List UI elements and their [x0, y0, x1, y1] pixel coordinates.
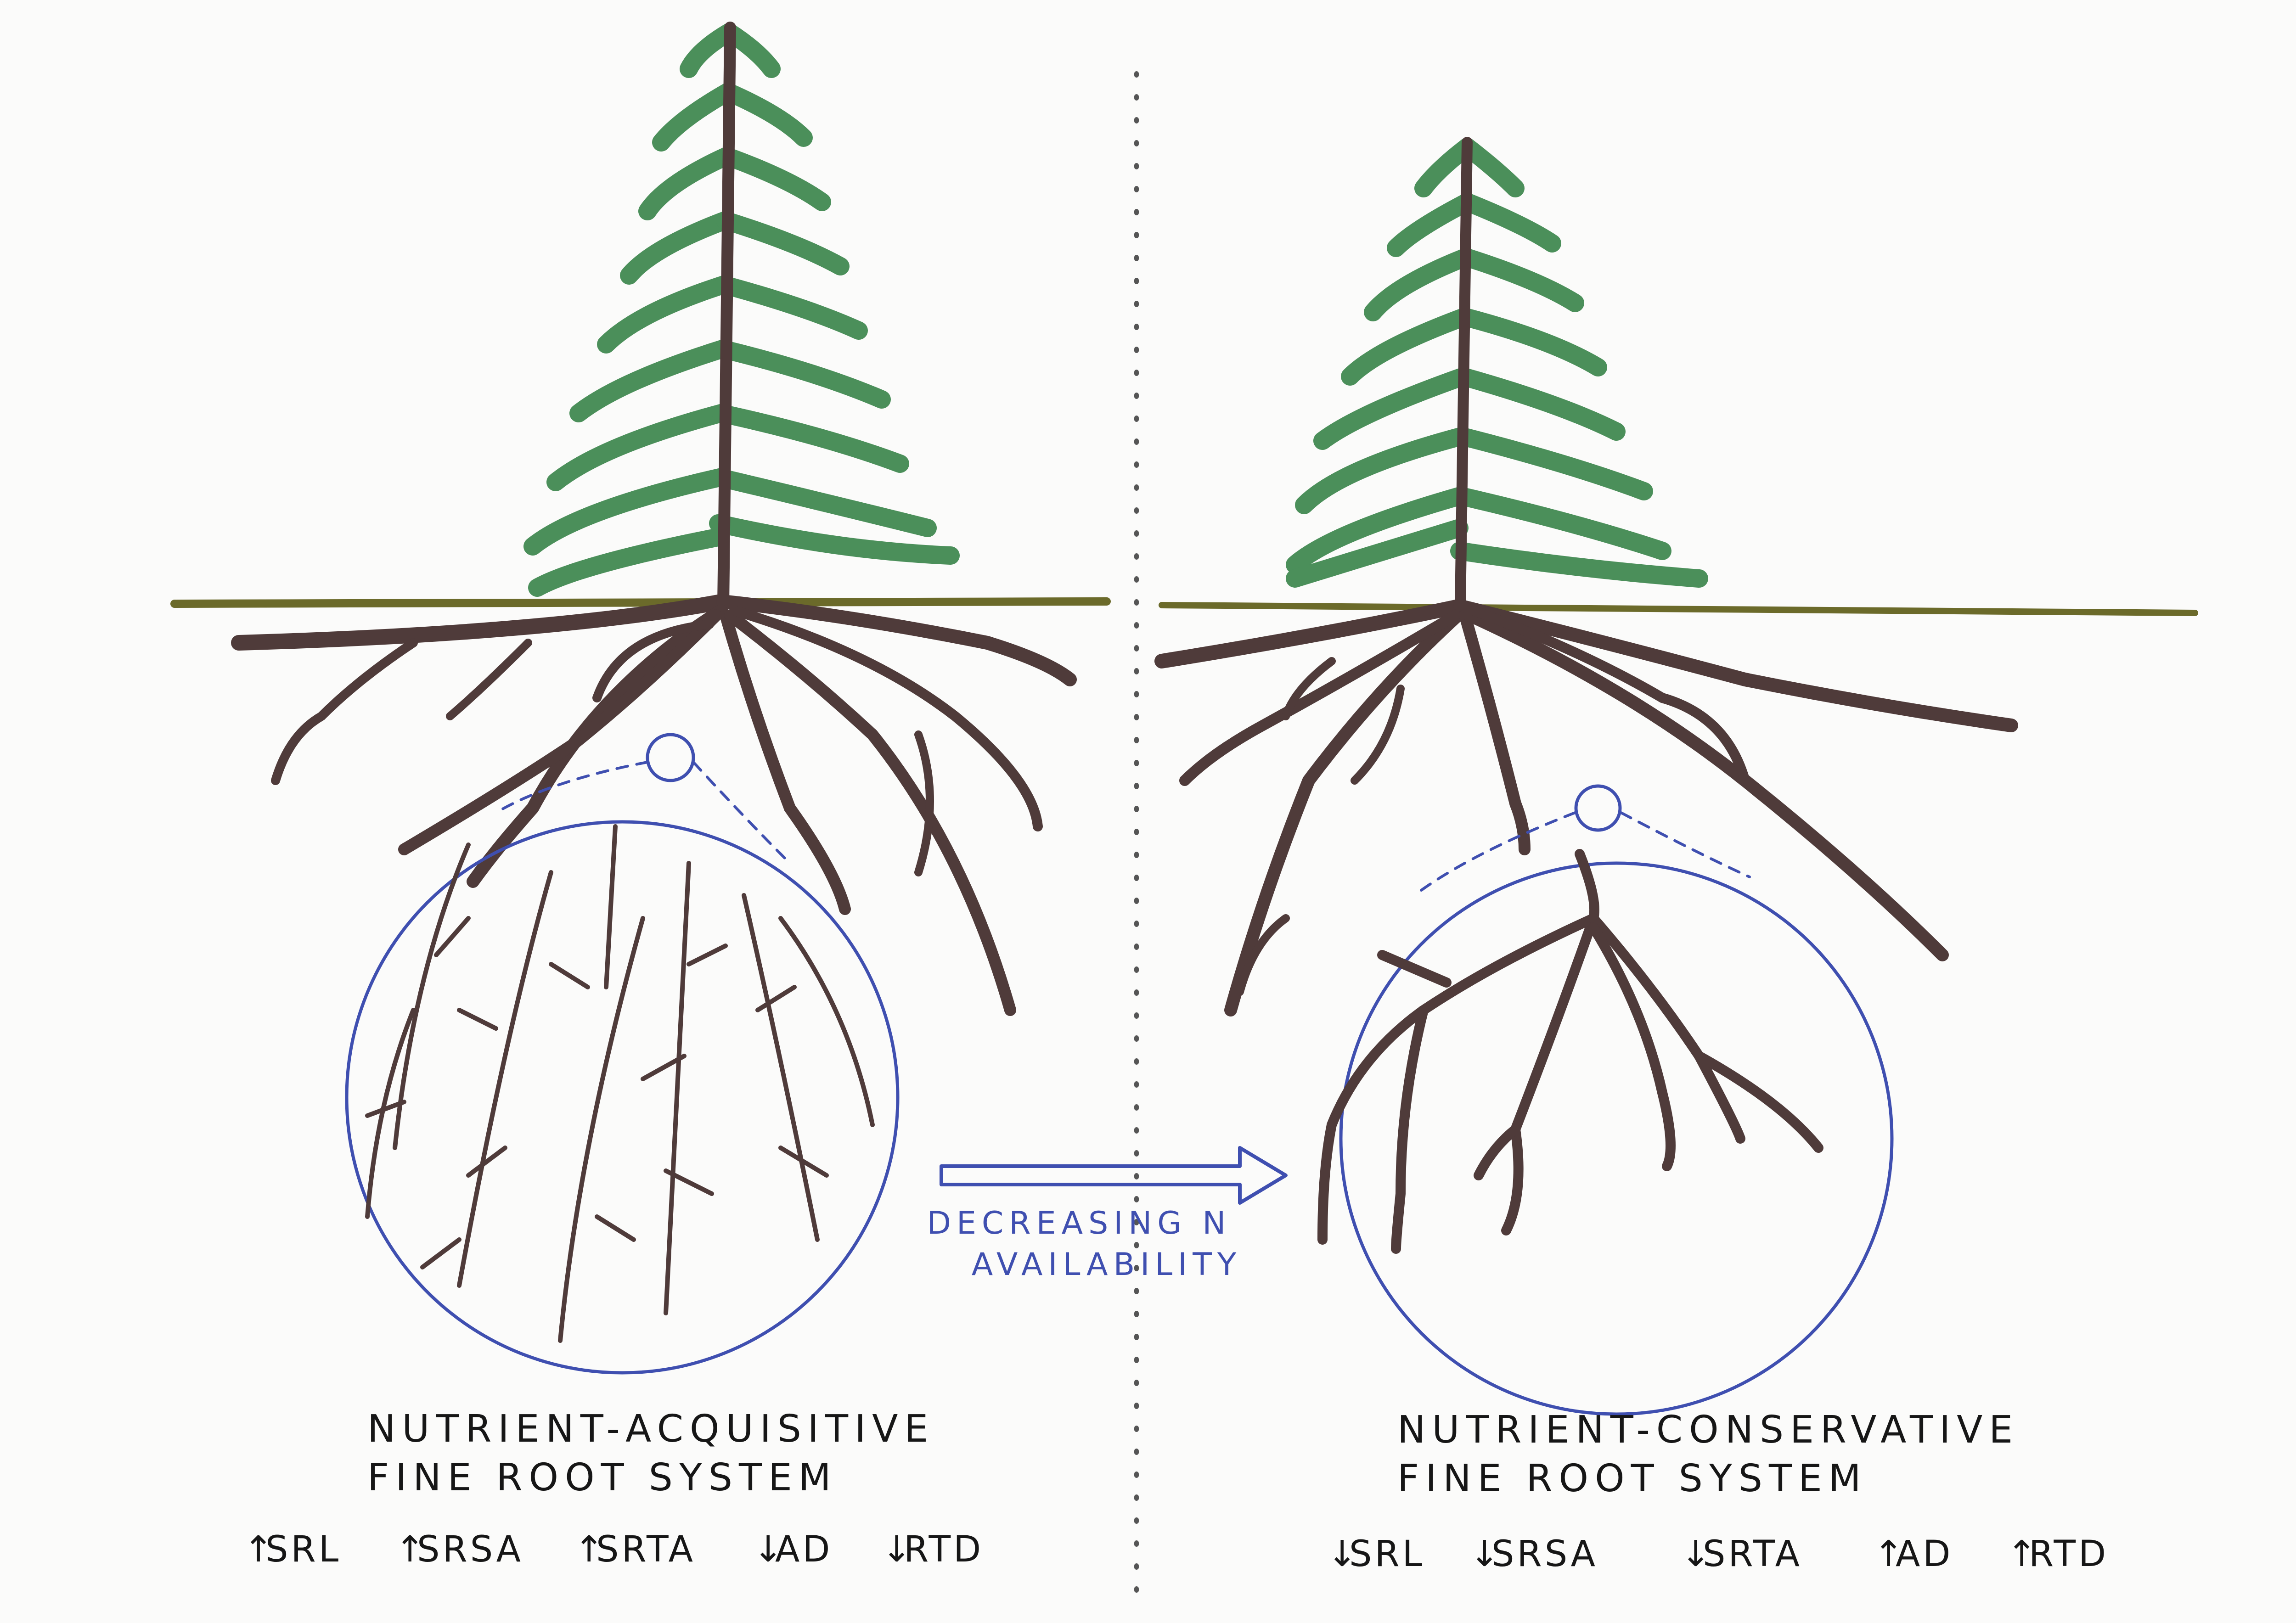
- right-metric-srl: ↓SRL: [1327, 1533, 1425, 1575]
- left-tree: [231, 22, 1077, 1375]
- gradient-arrow-label-line1: DECREASING N: [927, 1205, 1232, 1241]
- left-metric-srl: ↑SRL: [243, 1529, 341, 1570]
- right-metric-srl-label: SRL: [1349, 1533, 1425, 1575]
- right-metric-srsa-label: SRSA: [1491, 1533, 1598, 1575]
- left-metric-rtd: ↓RTD: [882, 1529, 984, 1570]
- right-panel-title-line2: FINE ROOT SYSTEM: [1397, 1457, 1868, 1500]
- right-metric-rtd-label: RTD: [2029, 1533, 2109, 1575]
- left-metric-rtd-label: RTD: [904, 1529, 984, 1570]
- right-panel-title: NUTRIENT-CONSERVATIVE FINE ROOT SYSTEM: [1397, 1406, 2019, 1503]
- left-metric-srta-label: SRTA: [596, 1529, 696, 1570]
- right-tree: [1154, 137, 2018, 1416]
- right-fine-roots: [1317, 849, 1823, 1254]
- left-metric-rtd-arrow: ↓: [882, 1529, 915, 1570]
- right-panel-title-line1: NUTRIENT-CONSERVATIVE: [1397, 1408, 2020, 1452]
- left-metric-srta: ↑SRTA: [574, 1529, 696, 1570]
- right-metric-rtd: ↑RTD: [2007, 1533, 2109, 1575]
- ground-line-right: [1159, 602, 2198, 616]
- left-metric-srsa: ↑SRSA: [395, 1529, 523, 1570]
- left-metric-srl-arrow: ↑: [243, 1529, 276, 1570]
- left-tree-foliage: [523, 23, 960, 597]
- right-metric-ad-arrow: ↑: [1874, 1533, 1907, 1575]
- ground-line-left: [170, 597, 1111, 608]
- right-metric-srsa-arrow: ↓: [1469, 1533, 1503, 1575]
- right-metric-rtd-arrow: ↑: [2007, 1533, 2040, 1575]
- right-metric-ad-label: AD: [1896, 1533, 1953, 1575]
- left-tree-roots: [231, 594, 1077, 1016]
- right-metric-srsa: ↓SRSA: [1469, 1533, 1598, 1575]
- right-metric-srta-arrow: ↓: [1681, 1533, 1714, 1575]
- left-metric-srta-arrow: ↑: [574, 1529, 607, 1570]
- right-metric-ad: ↑AD: [1874, 1533, 1953, 1575]
- left-panel-title-line1: NUTRIENT-ACQUISITIVE: [367, 1407, 935, 1451]
- right-zoom-circle: [1339, 861, 1894, 1416]
- gradient-arrow: [940, 1146, 1288, 1205]
- left-zoom-circle: [345, 820, 900, 1375]
- right-metric-srta: ↓SRTA: [1681, 1533, 1802, 1575]
- left-panel: NUTRIENT-ACQUISITIVE FINE ROOT SYSTEM ↑S…: [0, 0, 1134, 1623]
- left-panel-title: NUTRIENT-ACQUISITIVE FINE ROOT SYSTEM: [367, 1405, 934, 1502]
- left-panel-title-line2: FINE ROOT SYSTEM: [367, 1456, 838, 1499]
- left-metric-ad-arrow: ↓: [753, 1529, 786, 1570]
- right-tree-foliage: [1286, 138, 1708, 588]
- left-metric-srl-label: SRL: [265, 1529, 342, 1570]
- left-metric-ad-label: AD: [775, 1529, 833, 1570]
- left-tree-trunk: [717, 22, 736, 612]
- left-fine-roots: [365, 824, 875, 1343]
- gradient-arrow-label: DECREASING N AVAILABILITY: [895, 1203, 1263, 1286]
- right-tree-roots: [1154, 599, 2018, 1016]
- left-zoom-connector: [495, 761, 791, 865]
- left-sample-circle-small: [646, 733, 695, 782]
- right-zoom-connector: [1413, 811, 1751, 897]
- right-metric-srl-arrow: ↓: [1327, 1533, 1360, 1575]
- left-metric-ad: ↓AD: [753, 1529, 833, 1570]
- right-sample-circle-small: [1574, 784, 1622, 832]
- right-tree-trunk: [1455, 137, 1473, 612]
- right-panel: NUTRIENT-CONSERVATIVE FINE ROOT SYSTEM ↓…: [1139, 0, 2296, 1623]
- left-metric-srsa-arrow: ↑: [395, 1529, 428, 1570]
- right-metric-srta-label: SRTA: [1703, 1533, 1802, 1575]
- left-metric-srsa-label: SRSA: [417, 1529, 524, 1570]
- gradient-arrow-label-line2: AVAILABILITY: [971, 1247, 1242, 1283]
